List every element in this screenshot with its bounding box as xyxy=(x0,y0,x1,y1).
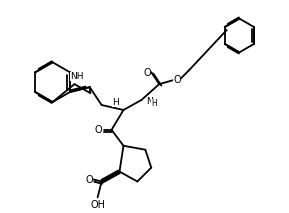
Text: O: O xyxy=(173,75,181,85)
Text: NH: NH xyxy=(70,72,83,81)
Text: O: O xyxy=(86,174,94,184)
Text: H: H xyxy=(151,99,157,108)
Text: N: N xyxy=(146,96,153,105)
Text: OH: OH xyxy=(90,200,105,210)
Text: O: O xyxy=(144,68,151,78)
Text: O: O xyxy=(95,125,102,135)
Text: H: H xyxy=(112,98,119,106)
